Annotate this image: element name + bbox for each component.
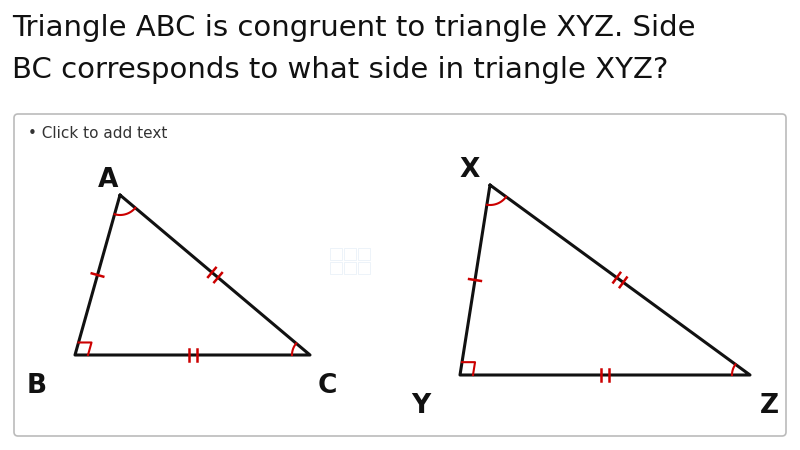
Text: X: X — [460, 157, 480, 183]
Bar — [344, 262, 356, 274]
Text: Triangle ABC is congruent to triangle XYZ. Side: Triangle ABC is congruent to triangle XY… — [12, 14, 695, 42]
Text: C: C — [318, 373, 338, 399]
Text: • Click to add text: • Click to add text — [28, 126, 167, 141]
Text: BC corresponds to what side in triangle XYZ?: BC corresponds to what side in triangle … — [12, 56, 668, 84]
Text: B: B — [27, 373, 47, 399]
Bar — [330, 248, 342, 260]
Bar — [358, 262, 370, 274]
Text: A: A — [98, 167, 118, 193]
Bar — [330, 262, 342, 274]
Bar — [358, 248, 370, 260]
FancyBboxPatch shape — [14, 114, 786, 436]
Text: Y: Y — [410, 393, 430, 419]
Text: Z: Z — [760, 393, 779, 419]
Bar — [344, 248, 356, 260]
